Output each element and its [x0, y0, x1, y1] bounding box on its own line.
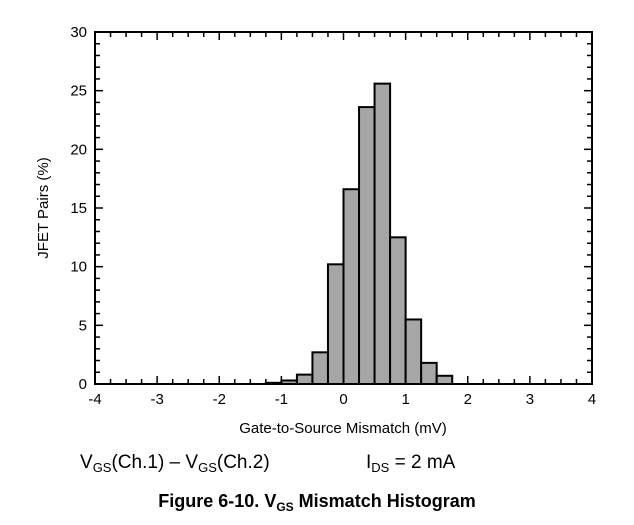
bars-group: [264, 82, 454, 386]
x-tick-label: -3: [150, 391, 163, 408]
x-axis-title: Gate-to-Source Mismatch (mV): [239, 420, 447, 437]
subscript: DS: [371, 460, 390, 475]
condition-text: = 2 mA: [389, 452, 456, 473]
condition-text: I: [366, 452, 372, 473]
x-tick-label: 1: [401, 391, 409, 408]
histogram-bar: [373, 82, 392, 385]
figure-title-text: Mismatch Histogram: [293, 491, 476, 511]
subscript: GS: [92, 460, 112, 475]
condition-ids: IDS = 2 mA: [366, 452, 455, 475]
x-tick-label: 0: [339, 391, 347, 408]
x-tick-label: 2: [464, 391, 472, 408]
histogram-bar: [389, 236, 407, 385]
y-tick-label: 0: [79, 376, 87, 393]
histogram-bar: [342, 188, 361, 385]
y-axis-title: JFET Pairs (%): [35, 157, 52, 258]
plot-frame: [94, 31, 593, 385]
condition-text: (Ch.1) – V: [111, 452, 199, 473]
condition-vgs-difference: VGS(Ch.1) – VGS(Ch.2): [80, 452, 270, 475]
x-tick-label: -1: [275, 391, 288, 408]
histogram-bar: [358, 106, 376, 386]
y-tick-label: 20: [70, 141, 87, 158]
y-tick-label: 30: [70, 24, 87, 41]
x-tick-label: 3: [526, 391, 534, 408]
x-tick-label: -2: [213, 391, 226, 408]
histogram-chart: -4 -3 -2 -1 0 1 2 3 4 0 5 10 15 20 25 30 JFET Pairs (%)…: [35, 24, 596, 437]
condition-text: V: [80, 452, 93, 473]
x-tick-label: 4: [588, 391, 596, 408]
subscript: GS: [276, 500, 294, 514]
histogram-bar: [435, 374, 454, 385]
y-tick-label: 15: [70, 200, 87, 217]
histogram-bar: [295, 373, 314, 386]
y-tick-label: 10: [70, 259, 87, 276]
histogram-bar: [420, 361, 438, 386]
figure-title-text: Figure 6-10. V: [158, 491, 277, 511]
y-tick-label: 5: [79, 317, 87, 334]
histogram-bar: [404, 318, 423, 386]
figure-title: Figure 6-10. VGS Mismatch Histogram: [0, 491, 634, 514]
histogram-bar: [326, 263, 345, 386]
histogram-bar: [311, 351, 329, 386]
condition-text: (Ch.2): [216, 452, 270, 473]
tick-labels-group: -4 -3 -2 -1 0 1 2 3 4 0 5 10 15 20 25 30: [70, 24, 596, 408]
subscript: GS: [198, 460, 217, 475]
x-tick-label: -4: [88, 391, 101, 408]
y-tick-label: 25: [70, 83, 87, 100]
